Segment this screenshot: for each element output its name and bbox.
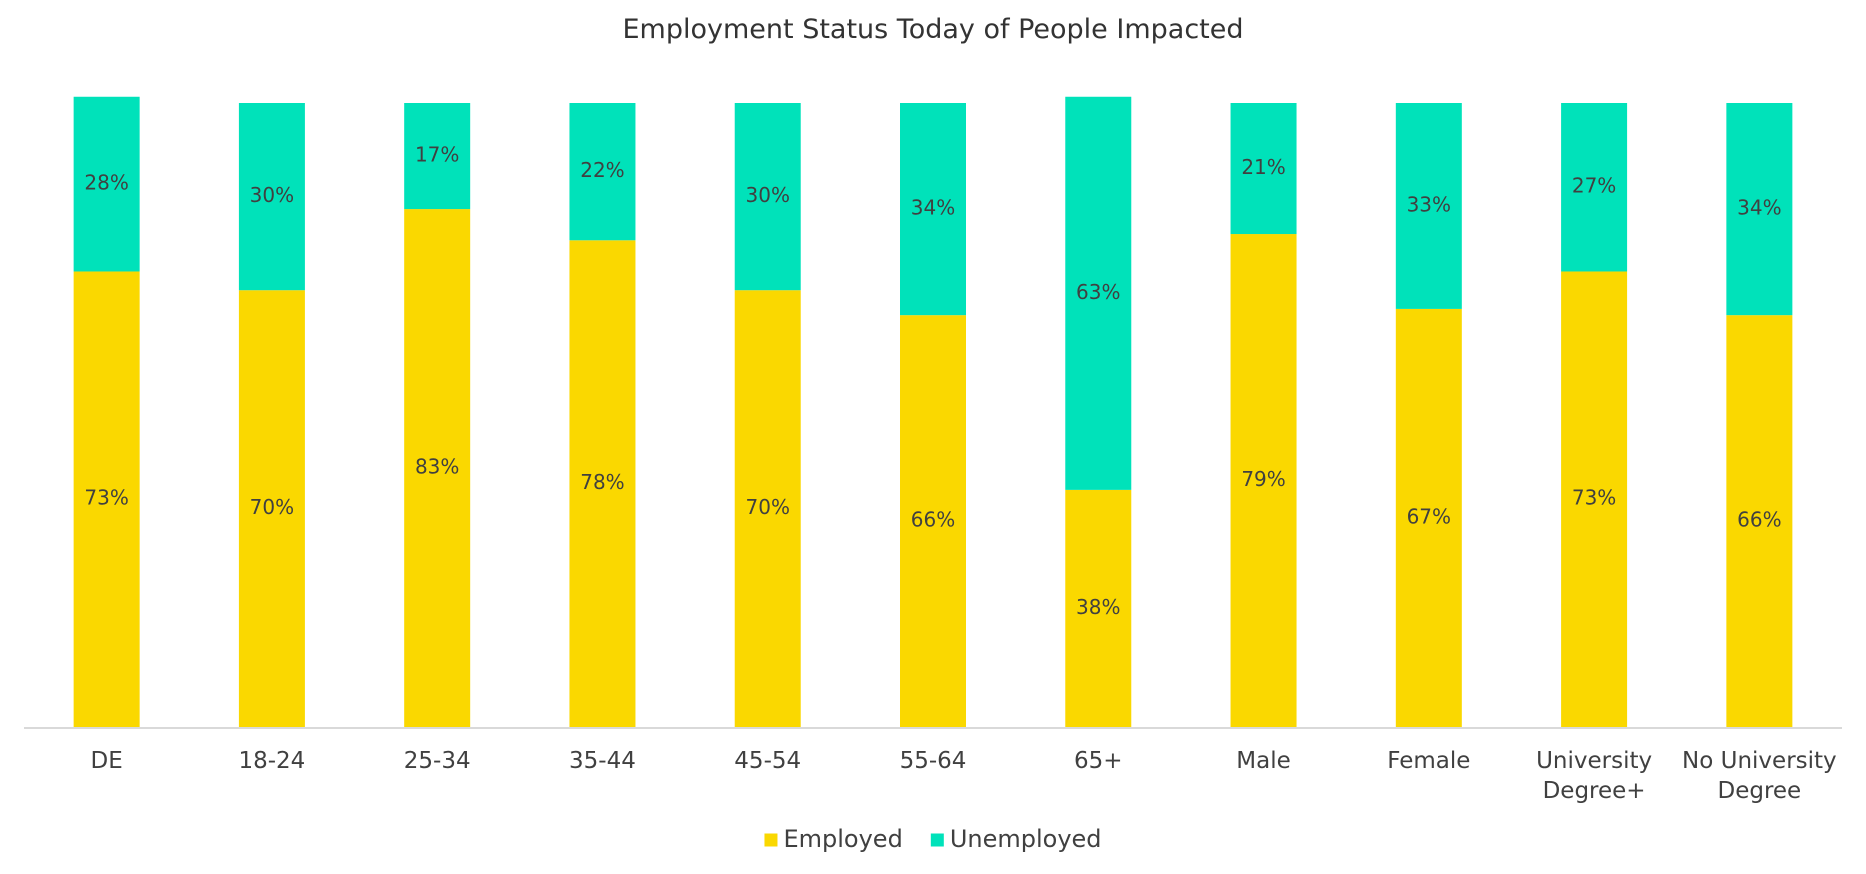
bar-unemployed-university-degree [1561,103,1628,272]
bar-unemployed-55-64 [900,103,966,316]
category-label-45-54: 45-54 [734,748,801,774]
category-label-female: Female [1387,748,1470,774]
data-label-unemployed-45-54: 30% [746,183,790,207]
chart-title: Employment Status Today of People Impact… [622,14,1244,45]
data-label-unemployed-55-64: 34% [911,196,955,220]
labels-layer: 73% 28% DE 70% 30% 18-24 83% 17% 25-34 78% 22% 35-4… [84,143,1836,804]
bars-layer [73,96,1793,728]
category-label-university-degree: University Degree+ [1536,748,1652,804]
legend-label-unemployed: Unemployed [950,825,1102,853]
legend-item-unemployed: Unemployed [930,825,1102,853]
category-label-65: 65+ [1074,748,1123,774]
data-label-unemployed-no-university-degree: 34% [1737,196,1781,220]
bar-unemployed-no-university-degree [1726,103,1793,316]
bar-employed-25-34 [404,209,471,727]
bar-employed-35-44 [569,240,636,727]
data-label-employed-55-64: 66% [911,508,955,532]
bar-unemployed-25-34 [404,103,471,210]
bar-employed-de [73,271,140,727]
category-label-male: Male [1236,748,1290,774]
legend-item-employed: Employed [764,825,903,853]
bar-employed-65 [1065,489,1132,727]
category-label-55-64: 55-64 [900,748,967,774]
bar-employed-no-university-degree [1726,315,1793,727]
data-label-employed-45-54: 70% [746,495,790,519]
bar-unemployed-18-24 [238,103,305,291]
data-label-employed-18-24: 70% [250,495,294,519]
bar-employed-45-54 [734,290,801,727]
category-label-18-24: 18-24 [238,748,305,774]
bar-employed-female [1395,308,1462,727]
data-label-unemployed-university-degree: 27% [1572,174,1616,198]
bar-unemployed-male [1230,103,1297,235]
legend-label-employed: Employed [783,825,902,853]
legend: Employed Unemployed [764,825,1102,853]
data-label-employed-25-34: 83% [415,455,459,479]
legend-swatch-unemployed [930,833,944,847]
bar-employed-male [1230,234,1297,728]
bar-employed-18-24 [238,290,305,727]
category-label-25-34: 25-34 [404,748,471,774]
data-label-unemployed-de: 28% [84,171,128,195]
bar-unemployed-45-54 [734,103,801,291]
legend-swatch-employed [764,833,778,847]
bar-unemployed-35-44 [569,103,636,241]
category-label-de: DE [91,748,123,774]
data-label-unemployed-25-34: 17% [415,143,459,167]
data-label-unemployed-female: 33% [1407,192,1451,216]
data-label-employed-no-university-degree: 66% [1737,508,1781,532]
bar-unemployed-female [1395,103,1462,309]
data-label-employed-male: 79% [1241,467,1285,491]
data-label-unemployed-35-44: 22% [580,158,624,182]
bar-unemployed-65 [1065,96,1132,490]
data-label-unemployed-65: 63% [1076,280,1120,304]
bar-employed-55-64 [900,315,966,727]
data-label-employed-university-degree: 73% [1572,486,1616,510]
data-label-unemployed-18-24: 30% [250,183,294,207]
data-label-employed-65: 38% [1076,595,1120,619]
category-label-35-44: 35-44 [569,748,636,774]
data-label-unemployed-male: 21% [1241,155,1285,179]
data-label-employed-35-44: 78% [580,470,624,494]
bar-unemployed-de [73,96,140,272]
data-label-employed-female: 67% [1407,504,1451,528]
data-label-employed-de: 73% [84,486,128,510]
bar-employed-university-degree [1561,271,1628,727]
category-label-no-university-degree: No University Degree [1682,748,1837,804]
